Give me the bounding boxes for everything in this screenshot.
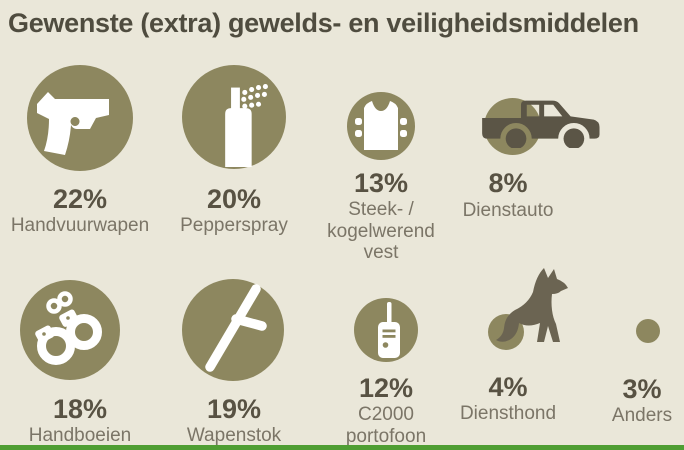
pepper-spray-icon [225,84,268,168]
percent-value: 4% [488,372,528,402]
item-label: Diensthond [459,403,557,424]
percent-value: 3% [622,374,662,404]
bulletproof-vest-icon [355,101,407,150]
item-label: C2000 portofoon [345,404,427,447]
page-title: Gewenste (extra) gewelds- en veiligheids… [8,8,639,38]
percent-value: 8% [488,168,528,198]
baton-icon [205,284,267,372]
percent-value: 12% [358,373,414,403]
item-label: Handboeien [28,425,132,446]
item-vest: 13% Steek- / kogelwerend vest [320,62,442,268]
percent-circle [182,65,286,169]
item-pepperspray: 20% Pepperspray [160,62,308,248]
item-label: Pepperspray [180,215,288,236]
percent-circle [27,65,133,171]
percent-circle [20,280,120,380]
pickup-truck-icon [482,100,600,148]
percent-circle [354,298,418,362]
percent-value: 13% [353,168,409,198]
item-label: Wapenstok [186,425,282,446]
percent-value: 18% [52,394,108,424]
item-anders: 3% Anders [600,278,684,450]
footer-bar [0,445,684,450]
percent-value: 19% [206,394,262,424]
handgun-icon [37,92,109,155]
item-wapenstok: 19% Wapenstok [160,278,308,450]
handcuffs-icon [35,291,102,365]
item-label: Handvuurwapen [10,215,150,236]
percent-value: 20% [206,184,262,214]
percent-circle [182,279,284,381]
item-handboeien: 18% Handboeien [0,278,160,450]
item-diensthond: 4% Diensthond [448,264,568,450]
item-label: Anders [611,405,673,426]
dog-icon [496,268,568,342]
item-c2000-portofoon: 12% C2000 portofoon [320,278,452,450]
dot-icon [636,319,660,343]
item-label: Steek- / kogelwerend vest [327,199,435,264]
percent-value: 22% [52,184,108,214]
item-label: Dienstauto [462,200,554,221]
radio-icon [378,302,400,358]
percent-circle [347,92,415,160]
item-handvuurwapen: 22% Handvuurwapen [0,62,160,248]
item-dienstauto: 8% Dienstauto [448,62,600,248]
